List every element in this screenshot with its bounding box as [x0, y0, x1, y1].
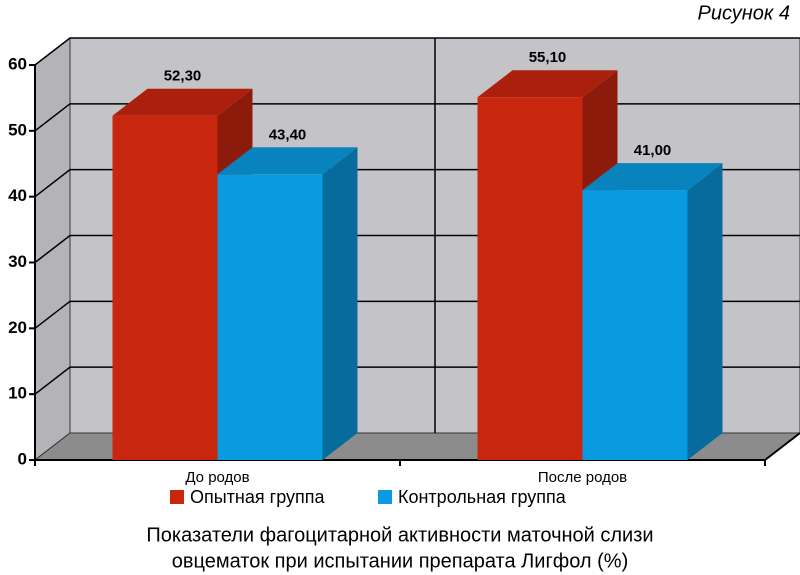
y-tick-label: 20 — [8, 318, 27, 337]
figure-label: Рисунок 4 — [698, 2, 791, 24]
grid-line — [34, 37, 800, 66]
bar-top — [112, 88, 253, 116]
bar-group — [217, 147, 358, 461]
value-label: 55,10 — [529, 49, 567, 66]
legend-swatch — [378, 490, 392, 504]
y-tick-label: 0 — [18, 449, 27, 468]
legend-label: Контрольная группа — [398, 487, 567, 507]
bar-group — [582, 163, 723, 461]
bar-top — [582, 163, 723, 191]
value-label: 43,40 — [269, 126, 307, 143]
bar — [112, 115, 218, 461]
y-tick-label: 40 — [8, 186, 27, 205]
x-axis-depth — [764, 432, 800, 461]
value-label: 52,30 — [164, 68, 202, 85]
x-tick-label: До родов — [185, 469, 249, 486]
y-tick-label: 30 — [8, 252, 27, 271]
caption: Показатели фагоцитарной активности маточ… — [146, 524, 653, 546]
legend-label: Опытная группа — [190, 487, 325, 507]
bar-side — [322, 147, 358, 461]
bar — [477, 97, 583, 460]
y-tick-label: 50 — [8, 120, 27, 139]
legend-swatch — [170, 490, 184, 504]
y-tick-label: 60 — [8, 54, 27, 73]
bar — [582, 190, 688, 461]
bar — [217, 174, 323, 461]
x-tick-label: После родов — [538, 469, 627, 486]
value-label: 41,00 — [634, 142, 672, 159]
bar-top — [217, 147, 358, 175]
bar-side — [687, 163, 723, 461]
bar-top — [477, 70, 618, 98]
caption: овцематок при испытании препарата Лигфол… — [172, 550, 628, 572]
y-tick-label: 10 — [8, 384, 27, 403]
